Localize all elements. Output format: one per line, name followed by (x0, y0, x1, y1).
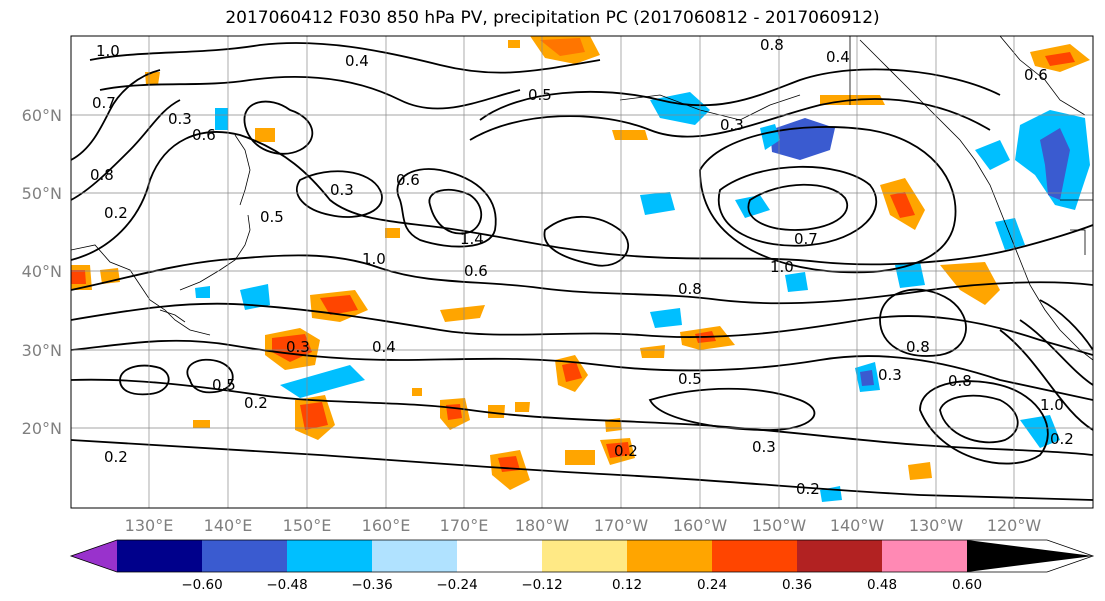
lon-tick: 170°E (440, 516, 489, 535)
lat-tick: 20°N (22, 419, 62, 438)
colorbar-tick: −0.24 (436, 577, 477, 593)
lon-axis: 130°E 140°E 150°E 160°E 170°E 180°W 170°… (125, 516, 1042, 535)
colorbar-tick: −0.48 (266, 577, 307, 593)
map-panel: 1.0 0.8 0.4 0.7 0.5 0.3 0.8 0.3 0.6 0.5 … (70, 35, 1094, 509)
colorbar-segment (287, 540, 372, 572)
lon-tick: 160°E (362, 516, 411, 535)
colorbar-outline (69, 539, 1095, 573)
contour-label: 0.7 (794, 230, 818, 248)
colorbar-tick: −0.12 (521, 577, 562, 593)
contour-label: 0.2 (796, 480, 820, 498)
map-frame (70, 35, 1094, 509)
lon-tick: 180°W (515, 516, 570, 535)
colorbar-segment (457, 540, 542, 572)
contour-label: 0.2 (104, 204, 128, 222)
contour-label: 1.0 (770, 258, 794, 276)
lon-tick: 140°E (204, 516, 253, 535)
contour-label: 0.4 (826, 48, 850, 66)
colorbar-tick: 0.36 (782, 577, 812, 593)
contour-label: 1.0 (362, 250, 386, 268)
contour-label: 0.3 (330, 181, 354, 199)
contour-label: 0.6 (396, 171, 420, 189)
contour-label: 0.8 (90, 166, 114, 184)
colorbar-segment (372, 540, 457, 572)
contour-label: 1.0 (1040, 396, 1064, 414)
colorbar-tick: −0.36 (351, 577, 392, 593)
lat-axis: 60°N 50°N 40°N 30°N 20°N (22, 106, 62, 438)
colorbar-tick: 0.12 (612, 577, 642, 593)
contour-label: 0.3 (286, 338, 310, 356)
contour-label: 0.3 (752, 438, 776, 456)
contour-label: 0.8 (948, 372, 972, 390)
contour-label: 0.3 (168, 110, 192, 128)
contour-labels: 1.0 0.8 0.4 0.7 0.5 0.3 0.8 0.3 0.6 0.5 … (90, 36, 1074, 498)
contour-label: 0.6 (1024, 66, 1048, 84)
colorbar-segment (202, 540, 287, 572)
lon-tick: 130°W (909, 516, 964, 535)
contour-label: 0.8 (678, 280, 702, 298)
lon-tick: 120°W (987, 516, 1042, 535)
lon-tick: 170°W (594, 516, 649, 535)
colorbar-segment (797, 540, 882, 572)
contour-label: 0.5 (260, 208, 284, 226)
contour-label: 0.8 (760, 36, 784, 54)
lat-tick: 50°N (22, 184, 62, 203)
lon-tick: 150°W (752, 516, 807, 535)
contour-label: 1.0 (96, 42, 120, 60)
colorbar-tick: 0.60 (952, 577, 982, 593)
colorbar-tick: 0.24 (697, 577, 727, 593)
contour-label: 0.5 (212, 376, 236, 394)
colorbar-segment (117, 540, 202, 572)
figure-title: 2017060412 F030 850 hPa PV, precipitatio… (225, 8, 880, 28)
colorbar-tick: −0.60 (181, 577, 222, 593)
colorbar-tick: 0.48 (867, 577, 897, 593)
lon-tick: 130°E (125, 516, 174, 535)
colorbar: −0.60 −0.48 −0.36 −0.24 −0.12 0.12 0.24 … (69, 539, 1095, 593)
contour-label: 0.6 (464, 262, 488, 280)
contour-label: 0.3 (878, 366, 902, 384)
coastlines (71, 36, 1093, 361)
lon-tick: 150°E (283, 516, 332, 535)
contour-label: 0.5 (678, 370, 702, 388)
contour-label: 0.3 (720, 116, 744, 134)
colorbar-extend-low (71, 540, 117, 572)
contour-label: 0.7 (92, 94, 116, 112)
colorbar-segment (627, 540, 712, 572)
contour-label: 0.2 (104, 448, 128, 466)
contour-label: 0.2 (614, 442, 638, 460)
lat-tick: 40°N (22, 262, 62, 281)
contour-label: 0.8 (906, 338, 930, 356)
lon-tick: 160°W (673, 516, 728, 535)
contour-label: 0.6 (192, 126, 216, 144)
pv-contours (71, 42, 1093, 501)
contour-label: 0.2 (1050, 430, 1074, 448)
colorbar-extend-high (967, 540, 1093, 572)
colorbar-segment (882, 540, 967, 572)
contour-label: 1.4 (460, 230, 484, 248)
contour-label: 0.5 (528, 86, 552, 104)
contour-label: 0.2 (244, 394, 268, 412)
lat-tick: 60°N (22, 106, 62, 125)
lon-tick: 140°W (830, 516, 885, 535)
lat-tick: 30°N (22, 341, 62, 360)
colorbar-segment (542, 540, 627, 572)
contour-label: 0.4 (372, 338, 396, 356)
colorbar-segment (712, 540, 797, 572)
graticule (71, 36, 1093, 508)
contour-label: 0.4 (345, 52, 369, 70)
